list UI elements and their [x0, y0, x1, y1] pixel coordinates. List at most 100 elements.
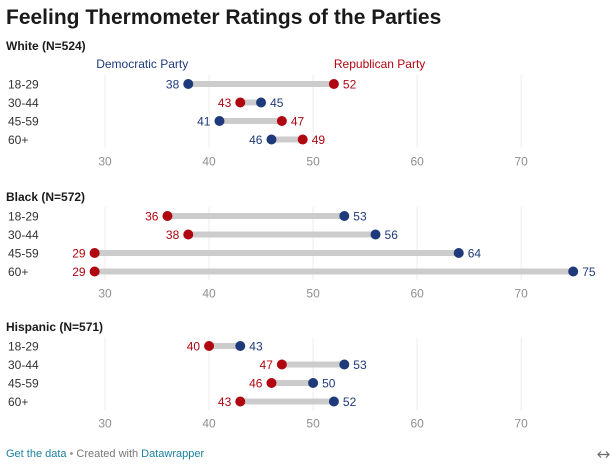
row-label: 18-29 [8, 210, 39, 224]
row-label: 45-59 [8, 115, 39, 129]
tick-label: 40 [202, 287, 216, 301]
footer-separator: • [69, 448, 74, 460]
row-label: 60+ [8, 265, 28, 279]
row-label: 45-59 [8, 377, 39, 391]
panel-title: Black (N=572) [6, 190, 85, 204]
value-label-democratic-party: 52 [343, 395, 357, 409]
dot-republican-party [276, 116, 287, 126]
value-label-republican-party: 29 [72, 265, 86, 279]
get-the-data-link[interactable]: Get the data [6, 448, 67, 460]
row-30-44: 30-44 45 43 [8, 96, 284, 110]
value-label-democratic-party: 41 [197, 115, 211, 129]
row-18-29: 18-29 38 52 [8, 78, 357, 92]
dot-republican-party [204, 341, 215, 351]
value-label-republican-party: 46 [249, 377, 263, 391]
value-label-democratic-party: 56 [385, 228, 399, 242]
dot-republican-party [235, 97, 246, 108]
dot-republican-party [266, 378, 277, 388]
dot-republican-party [235, 396, 246, 407]
value-label-democratic-party: 75 [582, 265, 596, 279]
row-60plus: 60+ 75 29 [8, 265, 596, 279]
chart-title: Feeling Thermometer Ratings of the Parti… [6, 6, 442, 29]
dot-republican-party [328, 79, 339, 89]
row-label: 45-59 [8, 247, 39, 261]
dot-democratic-party [183, 79, 194, 89]
dot-republican-party [89, 248, 100, 258]
dot-republican-party [162, 211, 173, 221]
value-label-republican-party: 52 [343, 78, 357, 92]
row-label: 60+ [8, 395, 28, 409]
tick-label: 60 [410, 287, 424, 301]
chart-footer: Get the data • Created with Datawrapper [6, 447, 204, 461]
dot-democratic-party [453, 248, 464, 258]
dot-democratic-party [235, 341, 246, 351]
tick-label: 50 [306, 287, 320, 301]
row-60plus: 60+ 52 43 [8, 395, 357, 409]
tick-label: 50 [306, 155, 320, 169]
value-label-republican-party: 36 [145, 210, 159, 224]
tick-label: 70 [514, 417, 528, 431]
value-label-republican-party: 43 [218, 96, 232, 110]
row-label: 30-44 [8, 96, 39, 110]
row-60plus: 60+ 46 49 [8, 133, 325, 147]
tick-label: 70 [514, 287, 528, 301]
panel-black: Black (N=572) 18-29 53 36 30-44 56 38 45-59 64 29… [6, 190, 596, 301]
tick-label: 30 [98, 287, 112, 301]
panel-title: White (N=524) [6, 39, 86, 53]
row-18-29: 18-29 53 36 [8, 210, 367, 224]
row-label: 30-44 [8, 358, 39, 372]
tick-label: 70 [514, 155, 528, 169]
tick-label: 60 [410, 155, 424, 169]
value-label-republican-party: 47 [291, 115, 305, 129]
value-label-republican-party: 40 [187, 340, 201, 354]
dot-republican-party [89, 266, 100, 277]
row-label: 18-29 [8, 340, 39, 354]
value-label-republican-party: 29 [72, 247, 86, 261]
row-label: 30-44 [8, 228, 39, 242]
tick-label: 50 [306, 417, 320, 431]
legend-label-democratic-party: Democratic Party [96, 57, 188, 71]
created-with-text: Created with [76, 448, 139, 460]
tick-label: 40 [202, 417, 216, 431]
dot-democratic-party [328, 396, 339, 407]
tick-label: 60 [410, 417, 424, 431]
legend-label-republican-party: Republican Party [334, 57, 425, 71]
tick-label: 30 [98, 155, 112, 169]
tick-label: 30 [98, 417, 112, 431]
dot-democratic-party [568, 266, 579, 277]
panel-title: Hispanic (N=571) [6, 320, 103, 334]
dot-republican-party [276, 359, 287, 370]
row-label: 18-29 [8, 78, 39, 92]
row-30-44: 30-44 53 47 [8, 358, 367, 372]
dot-democratic-party [256, 97, 267, 108]
dot-democratic-party [370, 229, 381, 240]
resize-icon[interactable] [597, 449, 610, 460]
value-label-republican-party: 49 [312, 133, 326, 147]
row-18-29: 18-29 43 40 [8, 340, 263, 354]
value-label-democratic-party: 46 [249, 133, 263, 147]
value-label-democratic-party: 53 [353, 210, 367, 224]
dot-republican-party [297, 134, 308, 145]
datawrapper-link[interactable]: Datawrapper [141, 448, 205, 460]
tick-label: 40 [202, 155, 216, 169]
value-label-republican-party: 43 [218, 395, 232, 409]
dot-democratic-party [339, 359, 350, 370]
dot-democratic-party [308, 378, 319, 388]
row-30-44: 30-44 56 38 [8, 228, 398, 242]
value-label-democratic-party: 45 [270, 96, 284, 110]
dot-republican-party [183, 229, 194, 240]
value-label-democratic-party: 38 [166, 78, 180, 92]
value-label-republican-party: 47 [260, 358, 274, 372]
value-label-republican-party: 38 [166, 228, 180, 242]
value-label-democratic-party: 43 [249, 340, 263, 354]
row-45-59: 45-59 50 46 [8, 377, 336, 391]
value-label-democratic-party: 50 [322, 377, 336, 391]
dot-democratic-party [214, 116, 225, 126]
dot-democratic-party [266, 134, 277, 145]
panel-white: White (N=524) Democratic Party Republican … [6, 39, 528, 169]
dot-democratic-party [339, 211, 350, 221]
row-label: 60+ [8, 133, 28, 147]
value-label-democratic-party: 53 [353, 358, 367, 372]
